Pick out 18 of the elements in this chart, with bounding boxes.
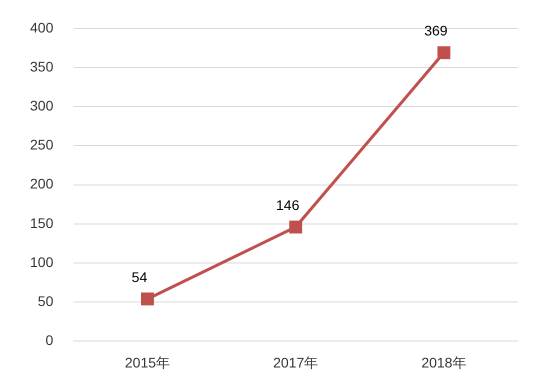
data-label: 54 [132, 268, 148, 285]
y-tick-label: 400 [30, 19, 54, 36]
x-tick-label: 2015年 [124, 354, 170, 370]
x-tick-label: 2017年 [273, 354, 318, 370]
point [289, 220, 302, 234]
y-tick-label: 150 [30, 214, 54, 231]
point [437, 46, 450, 60]
y-tick-label: 50 [38, 292, 54, 309]
x-tick-label: 2018年 [421, 354, 466, 370]
y-tick-label: 300 [30, 97, 54, 114]
y-tick-label: 100 [30, 254, 54, 270]
y-tick-label: 350 [30, 58, 54, 74]
y-tick-label: 200 [30, 176, 54, 192]
data-label: 369 [424, 22, 448, 38]
data-label: 146 [276, 196, 300, 213]
y-tick-label: 250 [30, 136, 54, 153]
y-tick-label: 0 [46, 332, 54, 348]
point [141, 292, 154, 306]
